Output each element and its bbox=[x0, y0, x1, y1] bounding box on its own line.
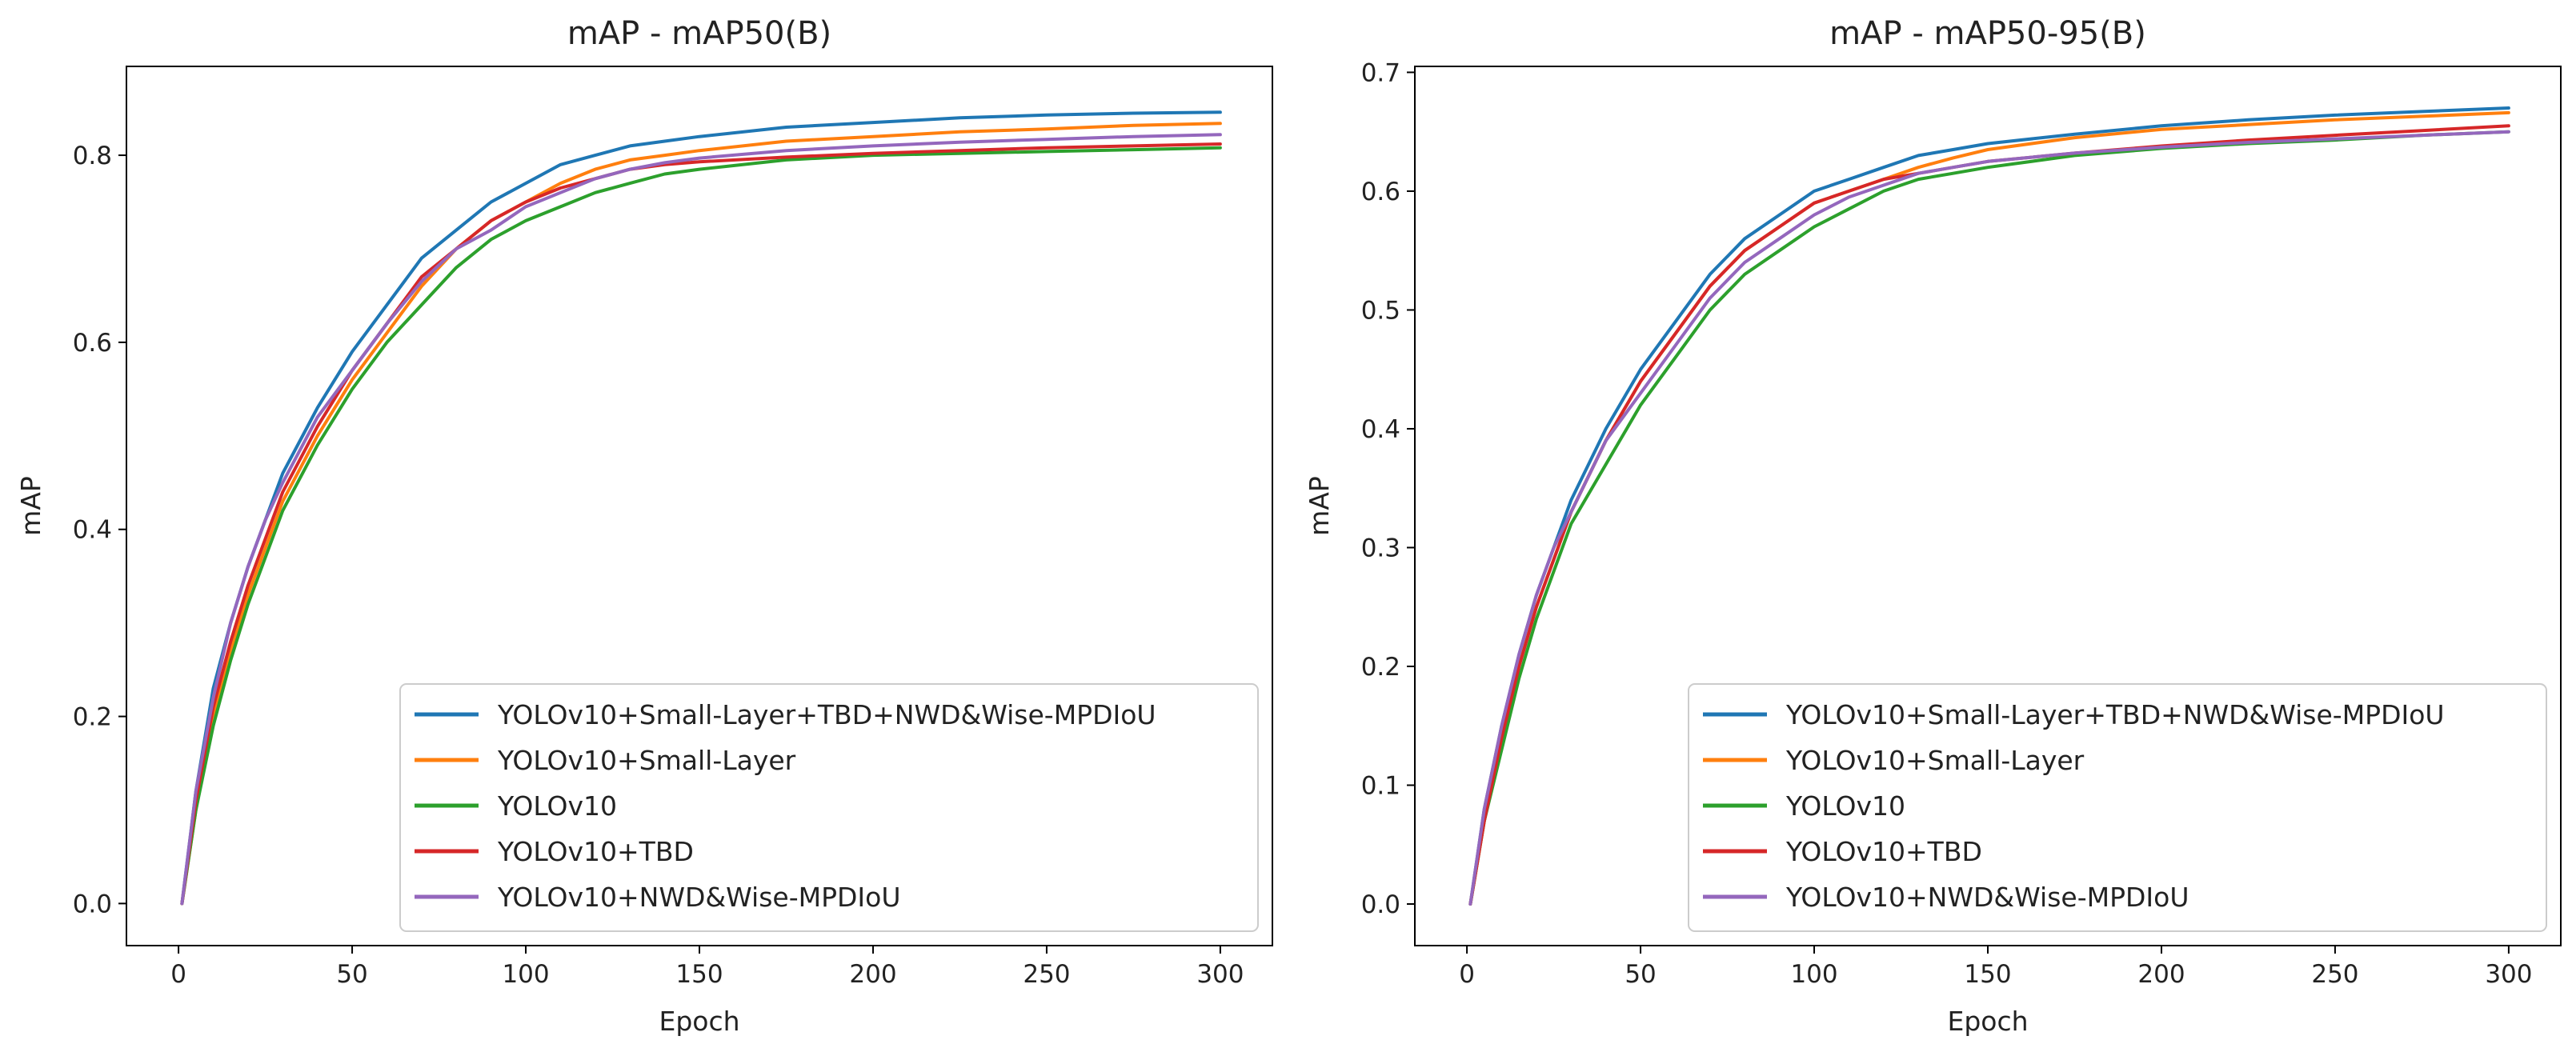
legend: YOLOv10+Small-Layer+TBD+NWD&Wise-MPDIoU Y… bbox=[1688, 683, 2547, 932]
series-group bbox=[180, 110, 1222, 906]
y-tick-label: 0.0 bbox=[1361, 890, 1400, 919]
y-axis-label: mAP bbox=[15, 476, 46, 536]
legend: YOLOv10+Small-Layer+TBD+NWD&Wise-MPDIoU Y… bbox=[399, 683, 1259, 932]
legend-label: YOLOv10+Small-Layer bbox=[1785, 745, 2085, 776]
legend-label: YOLOv10 bbox=[497, 790, 617, 822]
legend-label: YOLOv10+TBD bbox=[497, 836, 694, 867]
legend-label: YOLOv10+Small-Layer+TBD+NWD&Wise-MPDIoU bbox=[1785, 699, 2445, 730]
y-tick-label: 0.5 bbox=[1361, 296, 1400, 325]
x-axis-label: Epoch bbox=[659, 1006, 739, 1037]
y-tick-label: 0.4 bbox=[1361, 415, 1400, 444]
x-tick-label: 200 bbox=[2137, 960, 2185, 989]
x-tick-label: 300 bbox=[1196, 960, 1244, 989]
y-tick-label: 0.6 bbox=[1361, 178, 1400, 206]
x-tick-label: 250 bbox=[1023, 960, 1070, 989]
chart-title: mAP - mAP50(B) bbox=[567, 15, 831, 52]
legend-label: YOLOv10 bbox=[1785, 790, 1905, 822]
legend-label: YOLOv10+NWD&Wise-MPDIoU bbox=[497, 882, 900, 913]
legend-label: YOLOv10+TBD bbox=[1785, 836, 1982, 867]
x-tick-label: 150 bbox=[675, 960, 723, 989]
y-tick-label: 0.6 bbox=[73, 329, 112, 358]
y-tick-label: 0.1 bbox=[1361, 772, 1400, 801]
y-tick-label: 0.2 bbox=[73, 703, 112, 732]
legend-box bbox=[399, 683, 1259, 932]
x-tick-label: 150 bbox=[1964, 960, 2011, 989]
series-line-5 bbox=[1468, 130, 2510, 906]
y-tick-label: 0.7 bbox=[1361, 58, 1400, 87]
legend-label: YOLOv10+Small-Layer+TBD+NWD&Wise-MPDIoU bbox=[497, 699, 1156, 730]
y-tick-label: 0.3 bbox=[1361, 534, 1400, 562]
x-tick-label: 0 bbox=[170, 960, 186, 989]
legend-label: YOLOv10+Small-Layer bbox=[497, 745, 796, 776]
chart-1: 0 50 100 150 200 250 300 0.0 0.2 0.4 0.6 0.8 mAP - m… bbox=[15, 15, 1273, 1037]
y-tick-label: 0.2 bbox=[1361, 653, 1400, 682]
x-tick-label: 250 bbox=[2311, 960, 2358, 989]
y-tick-label: 0.4 bbox=[73, 516, 112, 545]
x-tick-label: 0 bbox=[1459, 960, 1475, 989]
x-axis-label: Epoch bbox=[1947, 1006, 2028, 1037]
chart-title: mAP - mAP50-95(B) bbox=[1829, 15, 2146, 52]
x-tick-label: 50 bbox=[1625, 960, 1656, 989]
y-tick-label: 0.0 bbox=[73, 890, 112, 918]
legend-box bbox=[1688, 683, 2547, 932]
chart-2: 0 50 100 150 200 250 300 0.0 0.1 0.2 0.3 0.4 0.5 0.6 0… bbox=[1304, 15, 2562, 1037]
series-line-3 bbox=[180, 146, 1222, 906]
x-tick-label: 100 bbox=[1790, 960, 1837, 989]
x-tick-label: 50 bbox=[336, 960, 367, 989]
legend-label: YOLOv10+NWD&Wise-MPDIoU bbox=[1785, 882, 2189, 913]
x-tick-label: 200 bbox=[849, 960, 896, 989]
x-tick-label: 300 bbox=[2485, 960, 2532, 989]
x-tick-label: 100 bbox=[502, 960, 549, 989]
series-line-5 bbox=[180, 133, 1222, 906]
y-tick-label: 0.8 bbox=[73, 142, 112, 170]
series-line-4 bbox=[180, 142, 1222, 906]
series-group bbox=[1468, 106, 2510, 906]
y-axis-label: mAP bbox=[1304, 476, 1335, 536]
